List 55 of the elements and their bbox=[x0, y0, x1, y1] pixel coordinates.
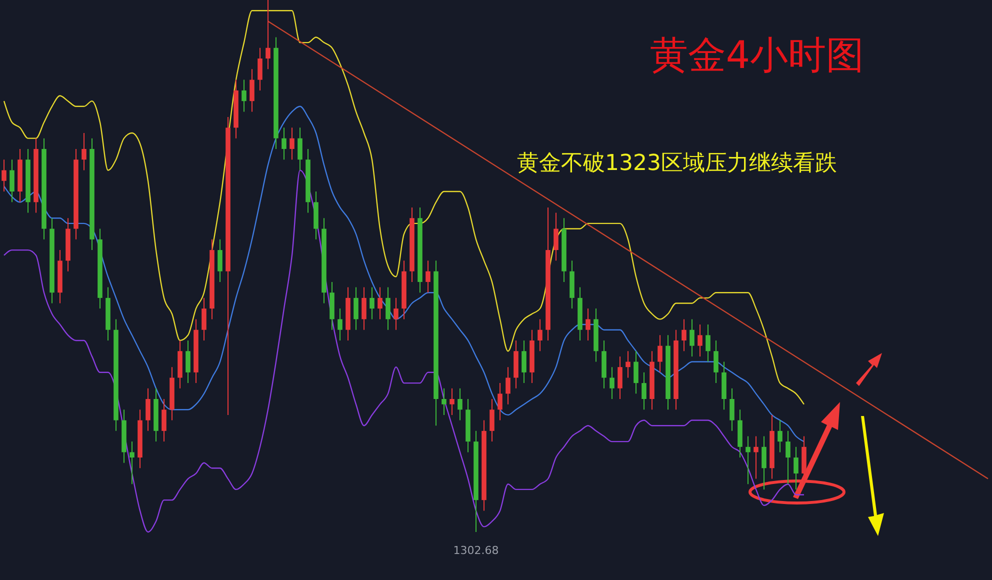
candlestick bbox=[290, 127, 294, 160]
candlestick bbox=[490, 398, 494, 442]
candlestick bbox=[218, 238, 222, 282]
candlestick bbox=[394, 297, 398, 330]
text: 黄金4小时图 bbox=[650, 33, 864, 77]
text: 1302.68 bbox=[453, 544, 499, 557]
candlestick bbox=[338, 308, 342, 341]
candlestick bbox=[794, 446, 798, 490]
candlestick bbox=[362, 286, 366, 330]
candlestick bbox=[386, 286, 390, 330]
candlestick bbox=[442, 388, 446, 416]
candlestick bbox=[698, 324, 702, 357]
candlestick bbox=[354, 286, 358, 330]
candlestick bbox=[82, 132, 86, 171]
candlestick bbox=[186, 340, 190, 384]
candlestick bbox=[146, 388, 150, 432]
candlestick bbox=[762, 436, 766, 490]
candlestick bbox=[754, 436, 758, 480]
candlestick bbox=[618, 356, 622, 400]
candlestick bbox=[450, 388, 454, 416]
candlestick bbox=[458, 388, 462, 421]
candlestick bbox=[610, 366, 614, 400]
annotation: 黄金不破1323区域压力继续看跌 bbox=[517, 151, 837, 176]
candlestick bbox=[522, 340, 526, 384]
candlestick bbox=[682, 318, 686, 352]
candlestick bbox=[746, 436, 750, 485]
candlestick bbox=[658, 334, 662, 373]
candlestick bbox=[626, 350, 630, 378]
candlestick bbox=[266, 0, 270, 70]
candlestick bbox=[506, 366, 510, 405]
candlestick bbox=[10, 159, 14, 203]
candlestick bbox=[554, 212, 558, 262]
candlestick bbox=[714, 340, 718, 384]
candlestick bbox=[586, 308, 590, 341]
candlestick bbox=[690, 318, 694, 357]
candlestick bbox=[426, 260, 430, 294]
candlestick bbox=[538, 318, 542, 352]
candlestick bbox=[202, 297, 206, 341]
candlestick bbox=[642, 372, 646, 410]
candlestick bbox=[730, 388, 734, 432]
candlestick bbox=[2, 159, 6, 192]
candlestick bbox=[498, 382, 502, 421]
candlestick bbox=[162, 398, 166, 442]
candlestick bbox=[250, 68, 254, 112]
candlestick bbox=[706, 324, 710, 362]
candlestick bbox=[370, 286, 374, 320]
candlestick bbox=[130, 441, 134, 485]
candlestick bbox=[258, 47, 262, 91]
candlestick bbox=[242, 79, 246, 112]
candlestick bbox=[282, 127, 286, 160]
candlestick bbox=[778, 420, 782, 453]
candlestick bbox=[378, 286, 382, 320]
candlestick bbox=[298, 127, 302, 171]
candlestick bbox=[634, 350, 638, 394]
candlestick bbox=[786, 430, 790, 485]
